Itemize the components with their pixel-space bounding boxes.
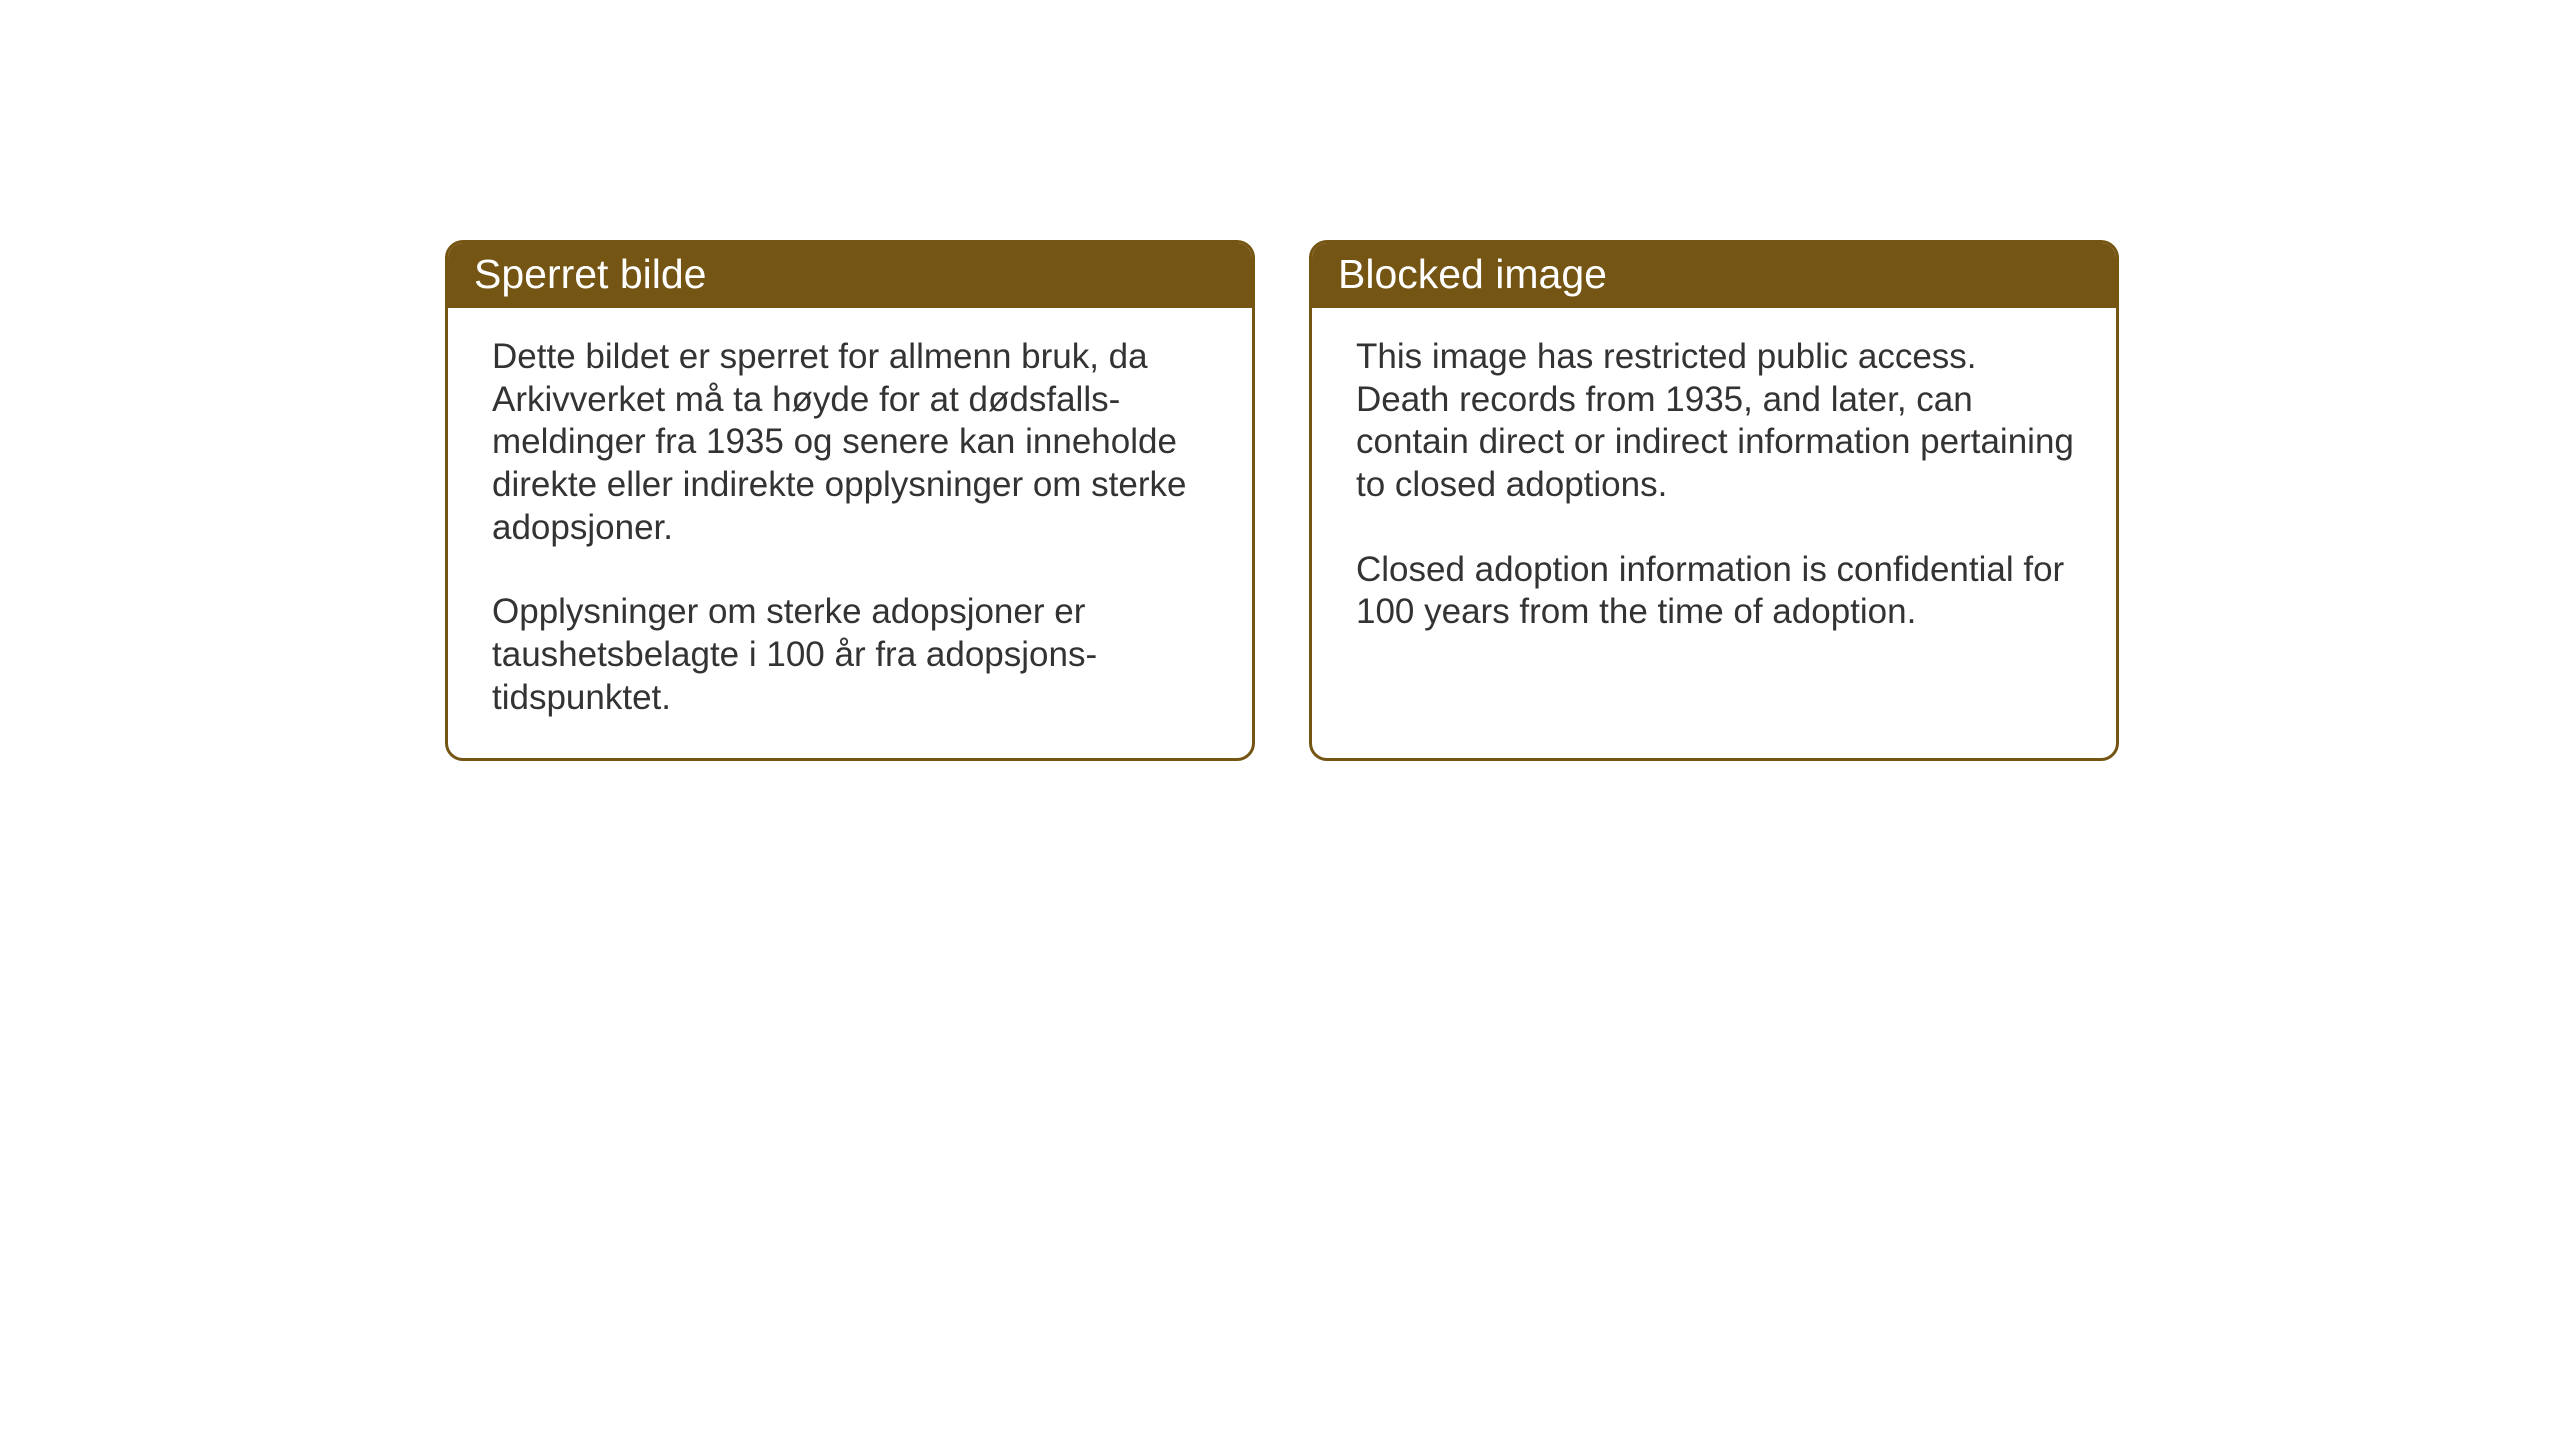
notice-card-norwegian: Sperret bilde Dette bildet er sperret fo… [445, 240, 1255, 761]
card-title-english: Blocked image [1338, 251, 1607, 297]
card-paragraph-2-english: Closed adoption information is confident… [1356, 549, 2076, 634]
card-paragraph-1-english: This image has restricted public access.… [1356, 336, 2076, 507]
card-title-norwegian: Sperret bilde [474, 251, 706, 297]
card-header-norwegian: Sperret bilde [448, 243, 1252, 308]
notice-cards-container: Sperret bilde Dette bildet er sperret fo… [445, 240, 2119, 761]
card-paragraph-2-norwegian: Opplysninger om sterke adopsjoner er tau… [492, 591, 1212, 719]
notice-card-english: Blocked image This image has restricted … [1309, 240, 2119, 761]
card-paragraph-1-norwegian: Dette bildet er sperret for allmenn bruk… [492, 336, 1212, 549]
card-header-english: Blocked image [1312, 243, 2116, 308]
card-body-norwegian: Dette bildet er sperret for allmenn bruk… [448, 308, 1252, 758]
card-body-english: This image has restricted public access.… [1312, 308, 2116, 758]
